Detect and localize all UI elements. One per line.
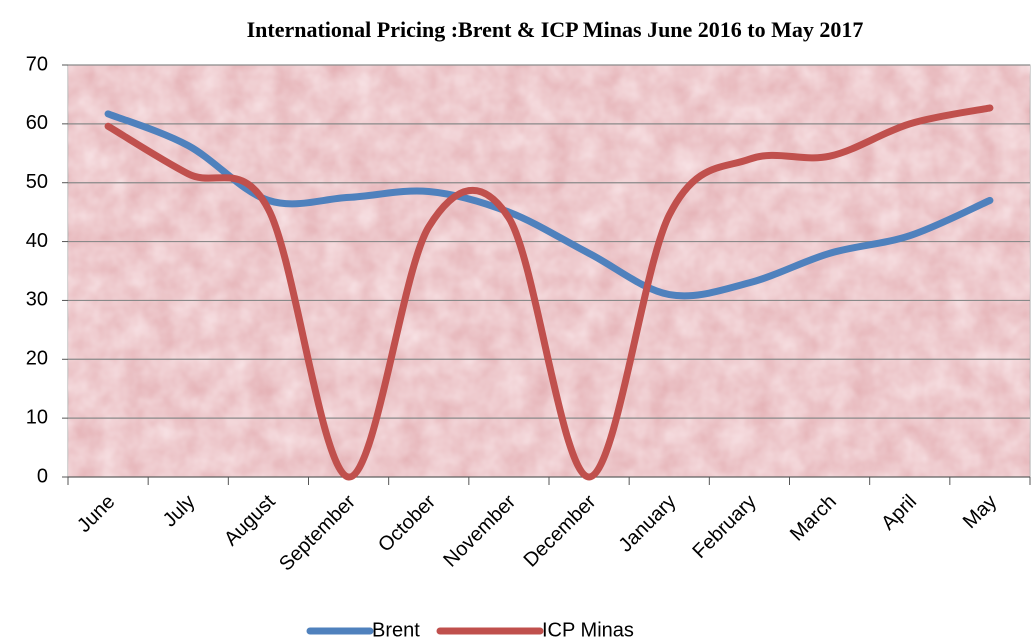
y-tick-label: 0 (37, 465, 48, 487)
x-tick-label: January (615, 491, 681, 557)
x-tick-label: May (959, 491, 1001, 533)
legend-label: ICP Minas (542, 619, 634, 641)
x-tick-label: February (689, 491, 761, 563)
x-tick-label: September (275, 490, 360, 575)
x-tick-label: October (374, 490, 440, 556)
y-tick-label: 50 (26, 171, 48, 193)
plot-texture (68, 65, 1030, 477)
line (104, 104, 994, 481)
y-tick-label: 70 (26, 53, 48, 75)
x-tick-label: June (73, 491, 119, 537)
x-tick-label: December (520, 490, 601, 571)
x-tick-label: November (439, 490, 520, 571)
y-tick-label: 20 (26, 348, 48, 370)
chart-title: International Pricing :Brent & ICP Minas… (247, 17, 864, 42)
x-tick-label: July (159, 491, 200, 532)
y-tick-label: 40 (26, 230, 48, 252)
y-tick-label: 60 (26, 112, 48, 134)
x-tick-label: March (786, 491, 841, 546)
y-tick-label: 30 (26, 289, 48, 311)
x-tick-label: April (877, 491, 921, 535)
legend-label: Brent (372, 619, 420, 641)
x-tick-label: August (220, 490, 280, 550)
y-tick-label: 10 (26, 406, 48, 428)
